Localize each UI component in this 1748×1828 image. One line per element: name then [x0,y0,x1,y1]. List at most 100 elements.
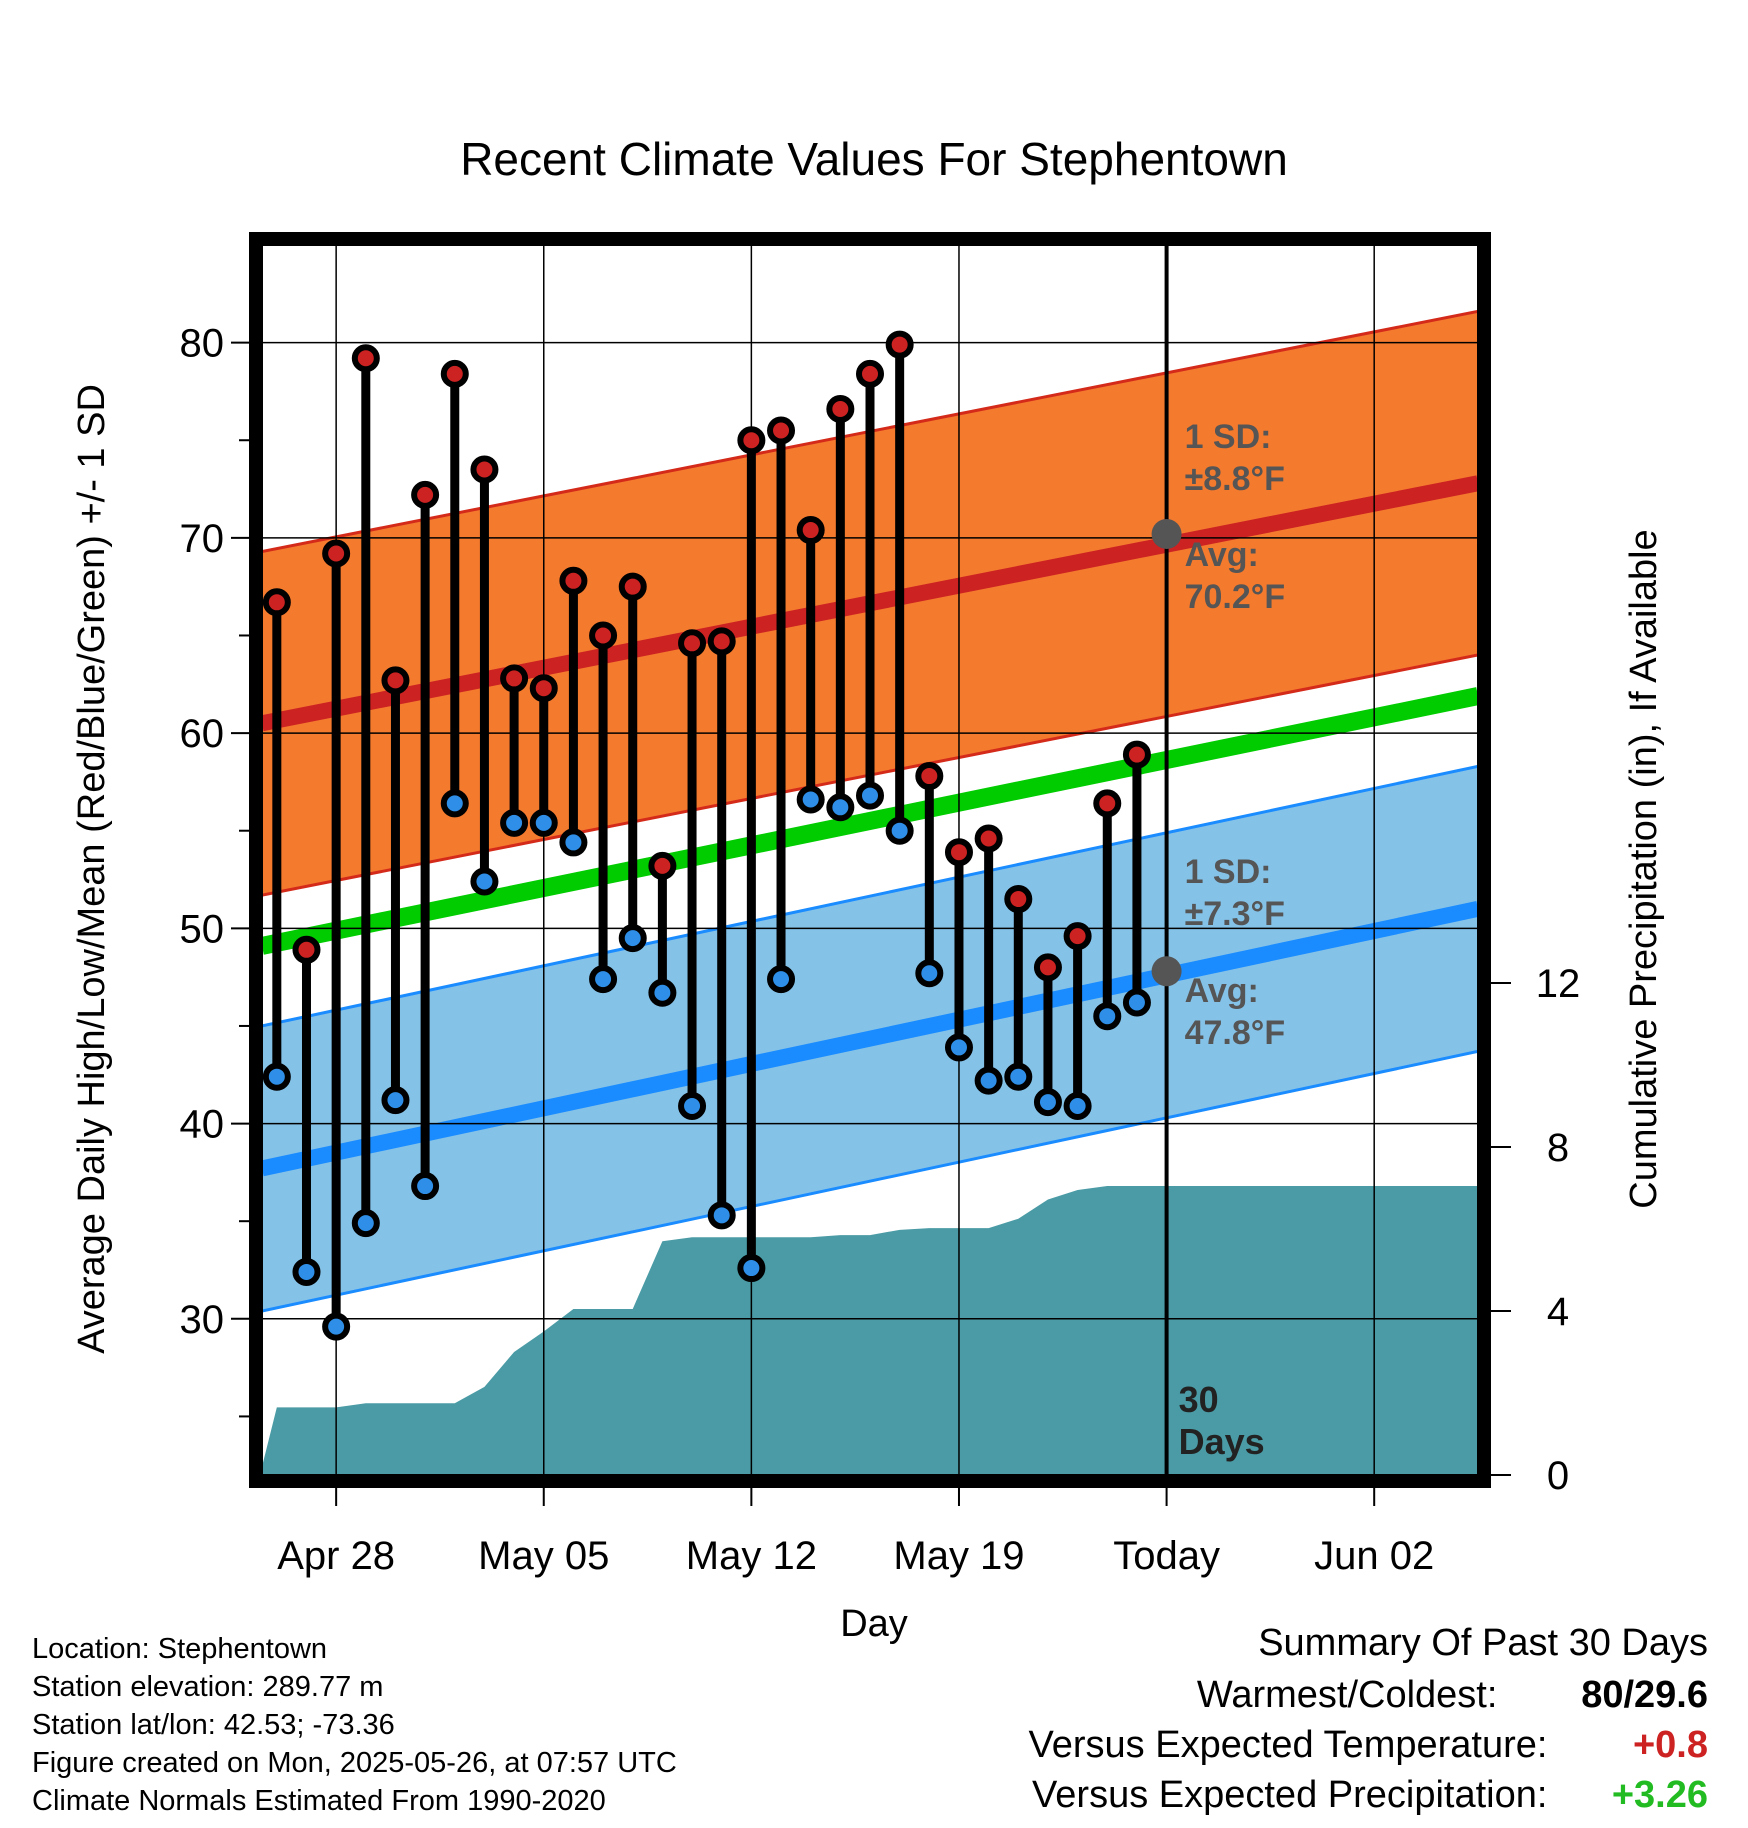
temp-label: Versus Expected Temperature: [1028,1724,1548,1766]
daily-high-point [826,395,855,423]
daily-high-point [856,359,884,388]
daily-low-point [411,1172,440,1201]
daily-low-point [322,1312,351,1341]
summary-precip-row: Versus Expected Precipitation: +3.26 [1032,1774,1708,1817]
y-tick-label: 50 [180,907,225,951]
daily-high-point [440,359,469,388]
daily-low-point [529,808,558,837]
daily-high-point [1033,953,1062,982]
daily-low-point [856,781,884,810]
daily-low-point [262,1062,291,1091]
daily-high-point [351,344,380,373]
y2-tick-label: 12 [1536,962,1581,1006]
daily-high-point [707,627,736,656]
precip-label: Versus Expected Precipitation: [1032,1774,1548,1816]
normal-low-sd-lower-line [262,1049,1478,1313]
daily-low-point [648,978,677,1007]
daily-high-point [796,516,825,545]
daily-high-point [1093,789,1122,818]
x-tick-label: Apr 28 [277,1534,395,1578]
daily-high-point [974,824,1003,853]
daily-low-point [1122,988,1151,1017]
daily-low-point [796,785,825,814]
summary-temp-row: Versus Expected Temperature: +0.8 [1029,1724,1708,1767]
y2-tick-label: 4 [1547,1290,1569,1334]
daily-high-point [944,838,973,867]
daily-high-point [1122,740,1151,769]
daily-high-point [470,455,499,484]
chart-title: Recent Climate Values For Stephentown [460,133,1288,185]
y-tick-label: 70 [180,517,225,561]
low-avg-label: Avg: [1185,972,1259,1010]
elevation-text: Station elevation: 289.77 m [32,1671,384,1703]
low-avg-marker [1151,956,1182,987]
x-tick-label: Jun 02 [1314,1534,1434,1578]
normal-low-sd-upper-line [262,764,1478,1028]
high-avg-label: Avg: [1185,536,1259,574]
daily-low-point [381,1086,410,1115]
summary-panel: Summary Of Past 30 Days Warmest/Coldest:… [808,0,1708,1828]
precip-value: +3.26 [1611,1774,1708,1816]
y2-tick-label: 0 [1547,1454,1569,1498]
daily-high-point [411,480,440,509]
daily-low-point [1004,1062,1033,1091]
daily-high-point [381,666,410,695]
y-tick-label: 60 [180,712,225,756]
daily-low-point [974,1066,1003,1095]
high-avg-marker [1151,518,1182,549]
daily-high-point [322,539,351,568]
daily-high-point [262,588,291,617]
daily-low-point [618,924,647,953]
high-sd-label: 1 SD: [1185,418,1272,456]
warmest-value: 80/29.6 [1581,1674,1708,1716]
daily-low-point [707,1201,736,1230]
daily-low-point [1063,1092,1092,1120]
temp-value: +0.8 [1632,1724,1708,1766]
daily-low-point [559,828,588,857]
summary-title: Summary Of Past 30 Days [1258,1622,1708,1664]
daily-high-point [648,851,677,880]
low-sd-label: 1 SD: [1185,853,1272,891]
daily-high-point [885,330,914,359]
daily-high-point [737,426,766,455]
y2-axis-title: Cumulative Precipitation (in), If Availa… [1623,529,1665,1208]
normal-mean-line [262,687,1478,955]
high-sd-value: ±8.8°F [1185,460,1285,498]
daily-low-point [589,965,618,994]
location-text: Location: Stephentown [32,1633,328,1665]
x-tick-label: May 19 [893,1534,1024,1578]
daily-low-point [1093,1002,1122,1031]
y-tick-label: 40 [180,1103,225,1147]
y2-tick-label: 8 [1547,1126,1569,1170]
daily-high-point [678,629,707,658]
plot-area: 1 SD: ±8.8°F Avg: 70.2°F 1 SD: ±7.3°F Avg: 47.8… [180,232,1581,1578]
daily-low-point [826,793,855,822]
low-avg-value: 47.8°F [1185,1014,1286,1052]
plot-inner: 1 SD: ±8.8°F Avg: 70.2°F 1 SD: ±7.3°F Avg: 47.8… [262,245,1478,1475]
station-info: Location: Stephentown Station elevation:… [32,1630,677,1820]
daily-high-point [589,621,618,650]
daily-high-point [529,674,558,703]
daily-low-point [292,1257,321,1286]
daily-low-point [678,1092,707,1120]
created-text: Figure created on Mon, 2025-05-26, at 07… [32,1747,677,1779]
plot-frame [249,232,1491,1488]
daily-high-point [618,572,647,601]
daily-high-point [915,762,944,791]
daily-low-point [1033,1088,1062,1117]
daily-high-point [1063,922,1092,951]
daily-low-point [944,1033,973,1062]
today-label-line2: Days [1179,1421,1265,1462]
daily-low-point [351,1209,380,1238]
warmest-label: Warmest/Coldest: [1196,1674,1498,1716]
daily-high-point [1004,885,1033,914]
daily-high-point [292,935,321,964]
daily-low-point [767,965,796,994]
daily-low-point [500,808,529,837]
daily-low-point [470,867,499,896]
y-axis-title: Average Daily High/Low/Mean (Red/Blue/Gr… [71,384,113,1354]
x-axis-title: Day [840,1603,908,1645]
low-sd-value: ±7.3°F [1185,895,1285,933]
y-tick-label: 30 [180,1298,225,1342]
